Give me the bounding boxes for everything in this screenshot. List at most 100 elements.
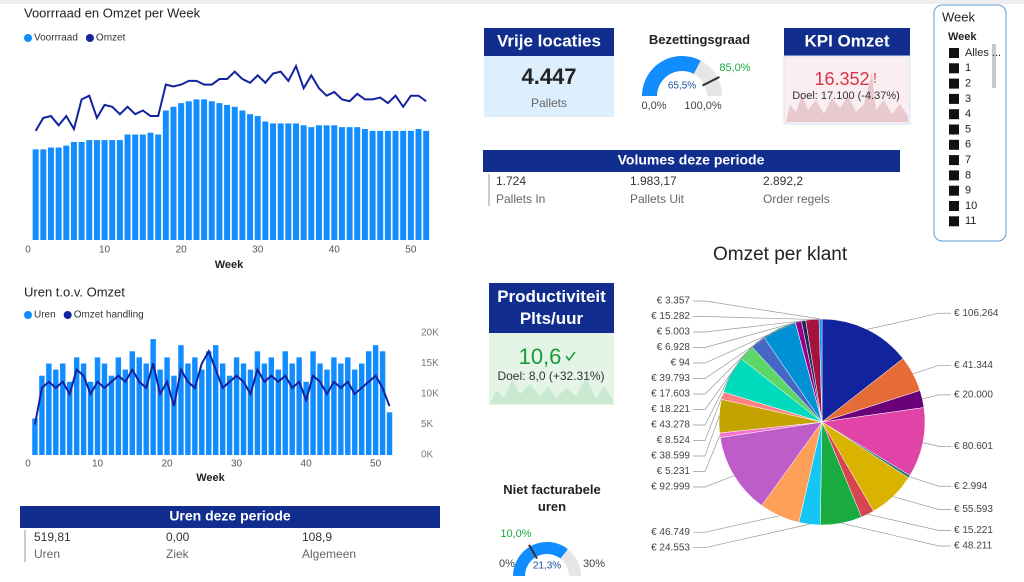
leader-line bbox=[922, 394, 951, 400]
bar bbox=[94, 357, 101, 455]
card-header bbox=[484, 28, 614, 56]
bar bbox=[277, 123, 284, 240]
bar bbox=[268, 357, 275, 455]
table-title: Volumes deze periode bbox=[618, 152, 765, 168]
bar bbox=[115, 357, 122, 455]
bar bbox=[80, 363, 87, 455]
slicer-item[interactable]: Alles ... bbox=[965, 47, 1001, 59]
data-label: € 48.211 bbox=[954, 541, 993, 552]
legend-marker bbox=[24, 311, 32, 319]
bar bbox=[372, 345, 379, 455]
slicer-checkbox[interactable] bbox=[949, 48, 959, 58]
card-value: 10,6 bbox=[519, 344, 562, 369]
data-label: € 94 bbox=[671, 358, 691, 369]
bar bbox=[359, 363, 365, 455]
x-tick-label: 40 bbox=[301, 459, 313, 470]
slicer-item[interactable]: 3 bbox=[965, 93, 971, 105]
leader-line bbox=[693, 316, 813, 320]
leader-line bbox=[693, 322, 796, 364]
table-value: 108,9 bbox=[302, 530, 332, 544]
card-title: KPI Omzet bbox=[804, 31, 889, 50]
slicer-checkbox[interactable] bbox=[949, 109, 959, 120]
slicer-checkbox[interactable] bbox=[949, 139, 959, 150]
y-tick-label: 15K bbox=[421, 358, 439, 369]
slicer-checkbox[interactable] bbox=[949, 93, 959, 104]
bar bbox=[247, 369, 254, 455]
bar bbox=[39, 375, 45, 455]
data-label: € 20.000 bbox=[954, 390, 993, 401]
x-tick-label: 40 bbox=[329, 245, 341, 256]
bar bbox=[147, 132, 154, 240]
top-bar bbox=[0, 0, 1024, 4]
bar bbox=[185, 101, 192, 240]
gauge-target-label: 85,0% bbox=[719, 62, 750, 74]
y-tick-label: 20K bbox=[421, 328, 439, 339]
bar bbox=[162, 110, 169, 240]
leader-line bbox=[841, 522, 951, 547]
card-unit: Pallets bbox=[531, 96, 567, 110]
slicer-item[interactable]: 5 bbox=[965, 123, 971, 135]
slicer-checkbox[interactable] bbox=[949, 63, 959, 74]
slicer-item[interactable]: 7 bbox=[965, 154, 971, 166]
chart-title: Omzet per klant bbox=[713, 244, 848, 265]
slicer-item[interactable]: 10 bbox=[965, 200, 977, 212]
bar bbox=[308, 127, 315, 240]
slicer-item[interactable]: 6 bbox=[965, 139, 971, 151]
data-label: € 43.278 bbox=[651, 420, 690, 431]
bar bbox=[331, 125, 338, 240]
line bbox=[33, 348, 391, 425]
bar bbox=[289, 363, 295, 455]
card-body bbox=[484, 56, 614, 117]
bar bbox=[53, 369, 59, 455]
slicer-item[interactable]: 11 bbox=[965, 215, 976, 227]
slicer-checkbox[interactable] bbox=[949, 216, 959, 227]
scrollbar[interactable] bbox=[992, 44, 996, 88]
slicer-checkbox[interactable] bbox=[949, 201, 959, 211]
leader-line bbox=[693, 523, 810, 549]
bar bbox=[109, 140, 116, 240]
bar bbox=[231, 106, 238, 240]
slicer-checkbox[interactable] bbox=[949, 78, 959, 89]
table-value: 1.724 bbox=[496, 174, 526, 188]
gauge-value-label: 21,3% bbox=[533, 561, 561, 572]
bar bbox=[60, 363, 66, 455]
bar bbox=[379, 351, 386, 455]
leader-line bbox=[693, 515, 780, 533]
table-value: 519,81 bbox=[34, 530, 71, 544]
bar bbox=[365, 351, 372, 455]
bar bbox=[224, 104, 231, 240]
table-label: Order regels bbox=[763, 192, 830, 206]
legend-marker bbox=[63, 311, 72, 319]
slicer-checkbox[interactable] bbox=[949, 185, 959, 196]
table-value: 0,00 bbox=[166, 530, 190, 544]
data-label: € 3.357 bbox=[657, 296, 691, 307]
bar bbox=[124, 134, 131, 240]
slicer-item[interactable]: 1 bbox=[965, 62, 971, 74]
x-tick-label: 10 bbox=[92, 459, 104, 470]
bar bbox=[116, 140, 123, 240]
bar bbox=[219, 363, 226, 455]
slicer-item[interactable]: 9 bbox=[965, 185, 971, 197]
bar bbox=[213, 345, 219, 455]
table-label: Algemeen bbox=[302, 547, 356, 561]
bar bbox=[46, 363, 52, 455]
bar bbox=[208, 101, 215, 240]
slicer-item[interactable]: 8 bbox=[965, 169, 971, 181]
leader-line bbox=[909, 476, 951, 487]
slicer-checkbox[interactable] bbox=[949, 155, 959, 166]
bar bbox=[226, 375, 233, 455]
slicer-item[interactable]: 4 bbox=[965, 108, 971, 120]
bar bbox=[171, 375, 177, 455]
data-label: € 41.344 bbox=[954, 360, 993, 371]
sparkline bbox=[786, 72, 908, 122]
table-value: 2.892,2 bbox=[763, 174, 803, 188]
bar bbox=[155, 134, 162, 240]
bar bbox=[192, 357, 198, 455]
bar bbox=[157, 369, 163, 455]
table-label: Pallets In bbox=[496, 192, 545, 206]
slicer-checkbox[interactable] bbox=[949, 170, 959, 181]
table-label: Pallets Uit bbox=[630, 192, 685, 206]
slicer-checkbox[interactable] bbox=[949, 124, 959, 135]
slicer-item[interactable]: 2 bbox=[965, 78, 971, 90]
